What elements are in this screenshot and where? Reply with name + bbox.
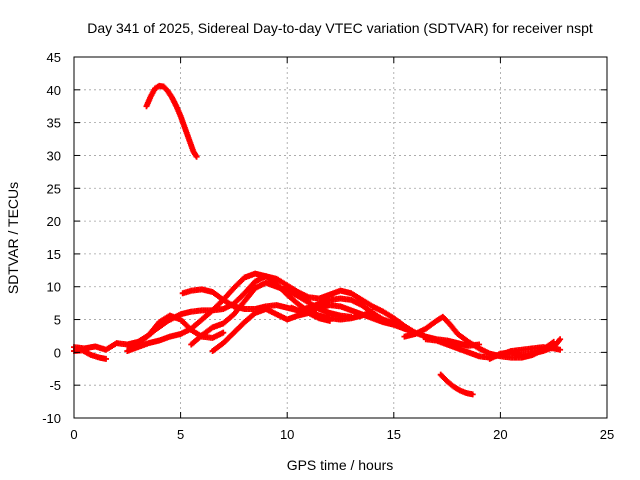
data-point [326, 317, 333, 324]
x-tick-label: 20 [493, 427, 507, 442]
data-point [220, 329, 227, 336]
data-point [557, 336, 564, 343]
series-track-1 [143, 82, 200, 160]
data-point [469, 391, 476, 398]
y-tick-label: -10 [42, 411, 61, 426]
data-point [557, 346, 564, 353]
series-track-7 [188, 279, 355, 348]
y-tick-label: 45 [47, 50, 61, 65]
series-track-8 [209, 306, 333, 355]
y-tick-label: -5 [49, 378, 61, 393]
data-points [71, 82, 564, 398]
y-tick-label: 0 [54, 345, 61, 360]
x-tick-label: 15 [387, 427, 401, 442]
data-point [348, 313, 355, 320]
y-axis-title: SDTVAR / TECUs [5, 182, 21, 294]
x-axis-title: GPS time / hours [287, 457, 394, 473]
series-track-9 [288, 295, 483, 349]
y-tick-label: 20 [47, 214, 61, 229]
y-tick-label: 25 [47, 181, 61, 196]
y-tick-label: 35 [47, 116, 61, 131]
x-tick-label: 0 [70, 427, 77, 442]
y-tick-label: 40 [47, 83, 61, 98]
series-track-11 [437, 371, 476, 398]
x-tick-label: 25 [600, 427, 614, 442]
x-tick-label: 5 [177, 427, 184, 442]
y-tick-label: 30 [47, 148, 61, 163]
x-tick-label: 10 [280, 427, 294, 442]
series-track-12 [422, 336, 564, 361]
series-track-13 [486, 336, 564, 362]
y-tick-label: 15 [47, 247, 61, 262]
y-tick-label: 5 [54, 313, 61, 328]
y-tick-label: 10 [47, 280, 61, 295]
data-point [102, 355, 109, 362]
axis-ticks: 0 5 10 15 20 25 -10 -5 0 5 10 15 20 25 30 35 40 45 [42, 50, 614, 442]
plot-frame [73, 56, 608, 419]
chart-title: Day 341 of 2025, Sidereal Day-to-day VTE… [87, 20, 593, 36]
grid [74, 57, 607, 418]
data-point [193, 153, 200, 160]
